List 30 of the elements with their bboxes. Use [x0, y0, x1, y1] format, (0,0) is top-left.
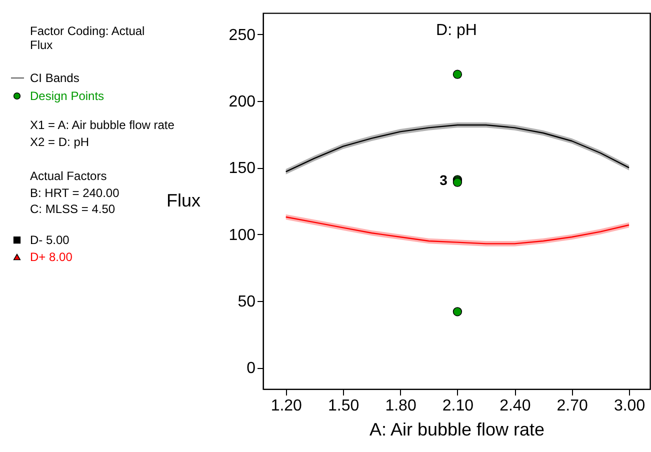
y-tick-label: 200 [228, 94, 256, 110]
x-tick-label: 2.10 [442, 398, 474, 414]
legend-label: D- 5.00 [30, 233, 70, 247]
y-tick-label: 150 [228, 160, 256, 178]
text: X1 = A: Air bubble flow rate [30, 118, 175, 132]
y-tick-label: 0 [246, 360, 256, 378]
legend-label: Design Points [30, 89, 104, 103]
x-tick-label: 1.50 [328, 398, 360, 414]
point [452, 70, 462, 79]
x-tick-label: 3.00 [614, 398, 646, 414]
point [452, 307, 462, 316]
text: C: MLSS = 4.50 [30, 202, 116, 216]
y-axis-title: Flux [166, 190, 201, 210]
x-tick-label: 1.20 [270, 398, 302, 414]
text: D: pH [436, 22, 477, 39]
text: Actual Factors [30, 169, 107, 183]
text: B: HRT = 240.00 [30, 186, 120, 200]
x-tick-label: 2.70 [556, 398, 588, 414]
legend-label: D+ 8.00 [30, 250, 73, 264]
x-axis-title: A: Air bubble flow rate [369, 420, 545, 440]
x-tick-label: 2.40 [500, 398, 531, 414]
text: Factor Coding: Actual [30, 24, 145, 38]
x-tick-label: 1.80 [385, 398, 416, 414]
y-tick-label: 100 [228, 226, 256, 244]
text: Flux [30, 38, 53, 52]
y-tick-label: 50 [238, 294, 256, 310]
text: CI Bands [30, 71, 80, 85]
y-tick-label: 250 [228, 26, 256, 44]
text: X2 = D: pH [30, 135, 90, 149]
annotation: 3 [440, 172, 448, 188]
